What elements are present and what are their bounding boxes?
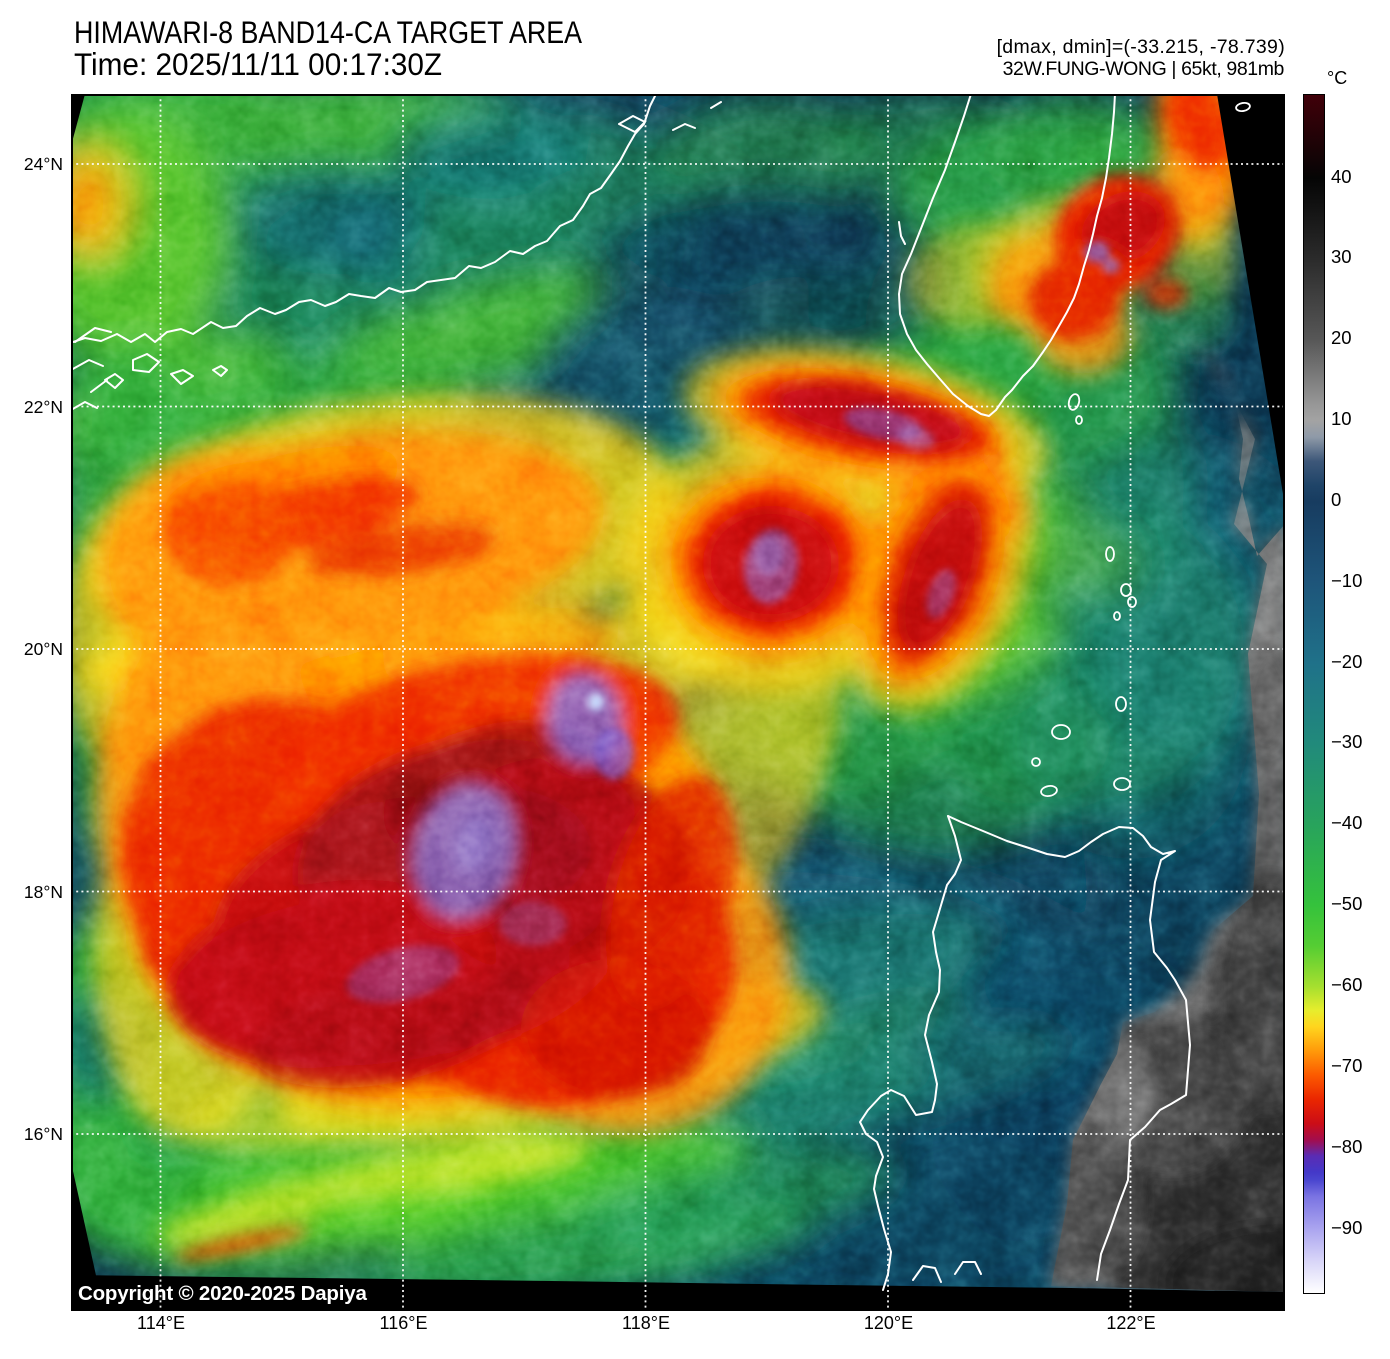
svg-text:Copyright © 2020-2025 Dapiya: Copyright © 2020-2025 Dapiya — [78, 1282, 367, 1305]
